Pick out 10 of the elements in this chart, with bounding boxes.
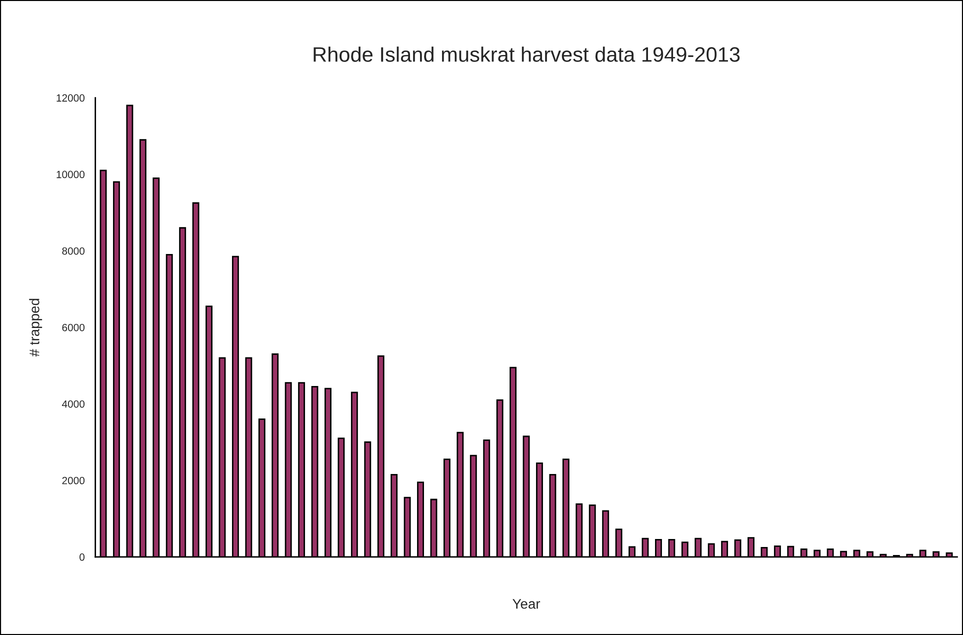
y-tick-label: 2000: [62, 476, 85, 484]
y-tick-label: 8000: [62, 247, 85, 255]
chart-title: Rhode Island muskrat harvest data 1949-2013: [314, 46, 740, 62]
y-tick-label: 4000: [62, 400, 85, 408]
x-axis-title: Year: [512, 599, 540, 609]
y-tick-label: 6000: [62, 324, 85, 332]
y-tick-label: 12000: [56, 94, 85, 102]
y-tick-label: 0: [80, 553, 85, 561]
y-tick-label: 10000: [56, 170, 85, 178]
y-axis-title: # trapped: [29, 298, 42, 357]
